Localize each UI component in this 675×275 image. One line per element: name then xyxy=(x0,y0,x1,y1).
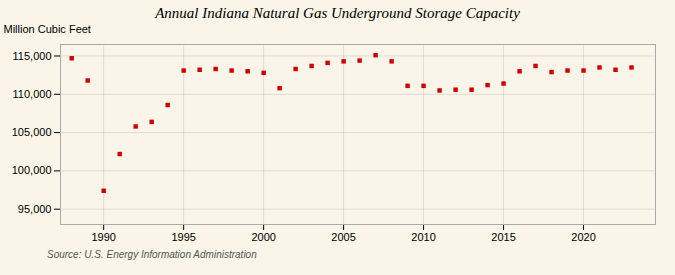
svg-text:1990: 1990 xyxy=(91,231,115,243)
svg-text:Million Cubic Feet: Million Cubic Feet xyxy=(4,23,91,35)
svg-text:95,000: 95,000 xyxy=(18,203,52,215)
svg-text:2020: 2020 xyxy=(571,231,595,243)
html-text:Annual Indiana Natural Gas Und: Annual Indiana Natural Gas Underground S… xyxy=(155,5,520,21)
html-text:Source: U.S. Energy Informatio: Source: U.S. Energy Information Administ… xyxy=(47,249,257,260)
svg-text:2015: 2015 xyxy=(491,231,515,243)
svg-text:1995: 1995 xyxy=(171,231,195,243)
svg-text:105,000: 105,000 xyxy=(12,126,52,138)
svg-text:100,000: 100,000 xyxy=(12,164,52,176)
svg-text:115,000: 115,000 xyxy=(13,50,52,62)
svg-text:2010: 2010 xyxy=(411,231,435,243)
svg-text:2005: 2005 xyxy=(331,231,355,243)
svg-text:2000: 2000 xyxy=(251,231,275,243)
svg-text:110,000: 110,000 xyxy=(13,88,52,100)
